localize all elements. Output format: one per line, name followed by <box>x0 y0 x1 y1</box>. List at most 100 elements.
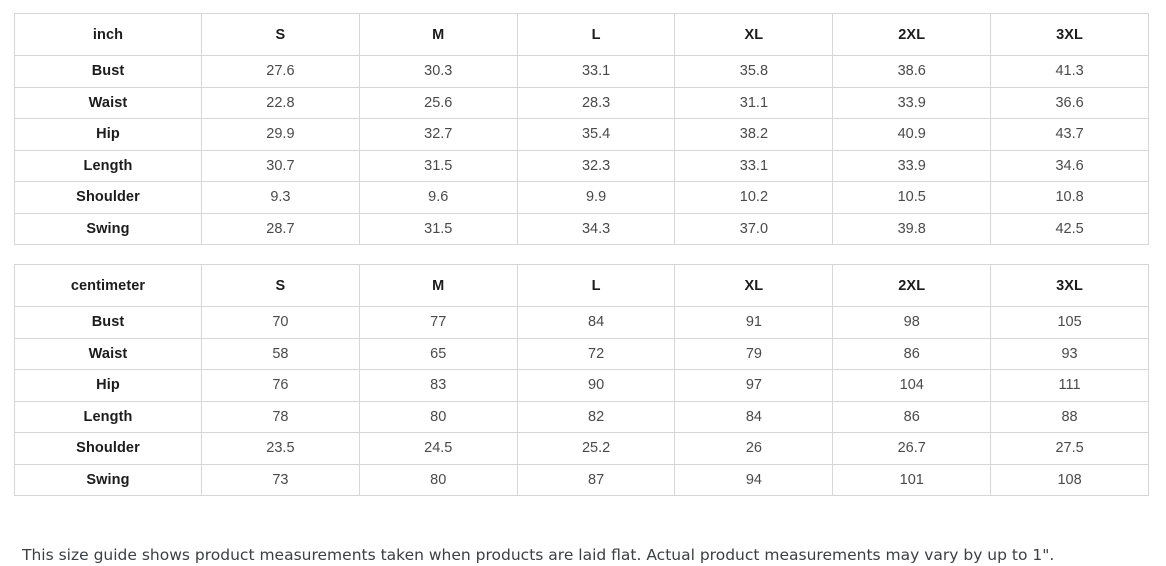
measurement-label-cell: Swing <box>14 212 202 245</box>
measurement-value-cell: 88 <box>990 400 1149 433</box>
measurement-value-cell: 36.6 <box>990 86 1149 119</box>
header-row: inch S M L XL 2XL 3XL <box>14 13 1149 56</box>
size-header-cell: 2XL <box>832 13 992 56</box>
measurement-value-cell: 82 <box>516 400 676 433</box>
measurement-value-cell: 26 <box>674 432 834 465</box>
measurement-value-cell: 25.6 <box>358 86 518 119</box>
measurement-label-cell: Waist <box>14 337 202 370</box>
measurement-value-cell: 34.6 <box>990 149 1149 182</box>
size-header-cell: M <box>358 264 518 307</box>
measurement-value-cell: 30.3 <box>358 55 518 88</box>
table-row: Hip 29.9 32.7 35.4 38.2 40.9 43.7 <box>14 118 1149 151</box>
table-row: Length 78 80 82 84 86 88 <box>14 400 1149 433</box>
measurement-label-cell: Hip <box>14 369 202 402</box>
measurement-value-cell: 78 <box>201 400 360 433</box>
measurement-value-cell: 72 <box>516 337 676 370</box>
measurement-value-cell: 104 <box>832 369 992 402</box>
measurement-value-cell: 32.7 <box>358 118 518 151</box>
size-header-cell: L <box>516 264 676 307</box>
measurement-value-cell: 86 <box>832 400 992 433</box>
measurement-value-cell: 80 <box>358 400 518 433</box>
measurement-value-cell: 39.8 <box>832 212 992 245</box>
measurement-value-cell: 9.3 <box>201 181 360 214</box>
measurement-value-cell: 76 <box>201 369 360 402</box>
measurement-value-cell: 65 <box>358 337 518 370</box>
measurement-value-cell: 79 <box>674 337 834 370</box>
measurement-value-cell: 37.0 <box>674 212 834 245</box>
measurement-value-cell: 35.8 <box>674 55 834 88</box>
measurement-value-cell: 34.3 <box>516 212 676 245</box>
measurement-value-cell: 83 <box>358 369 518 402</box>
table-body: Bust 27.6 30.3 33.1 35.8 38.6 41.3 Waist 22.8 25.… <box>14 55 1149 245</box>
measurement-value-cell: 97 <box>674 369 834 402</box>
measurement-value-cell: 28.7 <box>201 212 360 245</box>
measurement-value-cell: 10.5 <box>832 181 992 214</box>
measurement-value-cell: 84 <box>516 306 676 339</box>
table-row: Waist 58 65 72 79 86 93 <box>14 337 1149 370</box>
measurement-value-cell: 9.6 <box>358 181 518 214</box>
measurement-value-cell: 98 <box>832 306 992 339</box>
measurement-value-cell: 94 <box>674 463 834 496</box>
table-row: Waist 22.8 25.6 28.3 31.1 33.9 36.6 <box>14 86 1149 119</box>
measurement-value-cell: 38.6 <box>832 55 992 88</box>
measurement-label-cell: Swing <box>14 463 202 496</box>
measurement-value-cell: 33.1 <box>516 55 676 88</box>
measurement-value-cell: 58 <box>201 337 360 370</box>
measurement-value-cell: 86 <box>832 337 992 370</box>
measurement-label-cell: Length <box>14 149 202 182</box>
size-chart-inch: inch S M L XL 2XL 3XL Bust 27.6 30.3 33.1 35.8 38.6… <box>14 13 1149 245</box>
measurement-value-cell: 40.9 <box>832 118 992 151</box>
measurement-label-cell: Shoulder <box>14 432 202 465</box>
measurement-label-cell: Bust <box>14 55 202 88</box>
size-guide-disclaimer: This size guide shows product measuremen… <box>22 545 1055 564</box>
measurement-value-cell: 33.1 <box>674 149 834 182</box>
table-row: Bust 27.6 30.3 33.1 35.8 38.6 41.3 <box>14 55 1149 88</box>
measurement-value-cell: 90 <box>516 369 676 402</box>
table-header: centimeter S M L XL 2XL 3XL <box>14 264 1149 307</box>
measurement-label-cell: Length <box>14 400 202 433</box>
measurement-label-cell: Hip <box>14 118 202 151</box>
measurement-value-cell: 108 <box>990 463 1149 496</box>
measurement-value-cell: 29.9 <box>201 118 360 151</box>
measurement-value-cell: 35.4 <box>516 118 676 151</box>
measurement-value-cell: 80 <box>358 463 518 496</box>
size-header-cell: 3XL <box>990 13 1149 56</box>
size-header-cell: XL <box>674 13 834 56</box>
table-row: Swing 28.7 31.5 34.3 37.0 39.8 42.5 <box>14 212 1149 245</box>
size-header-cell: XL <box>674 264 834 307</box>
measurement-value-cell: 26.7 <box>832 432 992 465</box>
measurement-label-cell: Shoulder <box>14 181 202 214</box>
measurement-value-cell: 31.1 <box>674 86 834 119</box>
measurement-value-cell: 41.3 <box>990 55 1149 88</box>
table-row: Swing 73 80 87 94 101 108 <box>14 463 1149 496</box>
measurement-value-cell: 22.8 <box>201 86 360 119</box>
measurement-value-cell: 91 <box>674 306 834 339</box>
measurement-value-cell: 10.8 <box>990 181 1149 214</box>
measurement-value-cell: 27.5 <box>990 432 1149 465</box>
table-row: Shoulder 23.5 24.5 25.2 26 26.7 27.5 <box>14 432 1149 465</box>
size-header-cell: M <box>358 13 518 56</box>
size-header-cell: L <box>516 13 676 56</box>
table-row: Shoulder 9.3 9.6 9.9 10.2 10.5 10.8 <box>14 181 1149 214</box>
measurement-value-cell: 73 <box>201 463 360 496</box>
measurement-value-cell: 25.2 <box>516 432 676 465</box>
table-header: inch S M L XL 2XL 3XL <box>14 13 1149 56</box>
measurement-value-cell: 23.5 <box>201 432 360 465</box>
table-row: Hip 76 83 90 97 104 111 <box>14 369 1149 402</box>
size-chart-centimeter: centimeter S M L XL 2XL 3XL Bust 70 77 84 91 98 105 W… <box>14 264 1149 496</box>
table-row: Length 30.7 31.5 32.3 33.1 33.9 34.6 <box>14 149 1149 182</box>
measurement-value-cell: 28.3 <box>516 86 676 119</box>
size-header-cell: 3XL <box>990 264 1149 307</box>
measurement-value-cell: 9.9 <box>516 181 676 214</box>
measurement-value-cell: 33.9 <box>832 149 992 182</box>
unit-header-cell: inch <box>14 13 202 56</box>
measurement-value-cell: 24.5 <box>358 432 518 465</box>
measurement-label-cell: Waist <box>14 86 202 119</box>
measurement-value-cell: 101 <box>832 463 992 496</box>
measurement-value-cell: 70 <box>201 306 360 339</box>
table-row: Bust 70 77 84 91 98 105 <box>14 306 1149 339</box>
measurement-value-cell: 32.3 <box>516 149 676 182</box>
measurement-value-cell: 77 <box>358 306 518 339</box>
measurement-value-cell: 84 <box>674 400 834 433</box>
